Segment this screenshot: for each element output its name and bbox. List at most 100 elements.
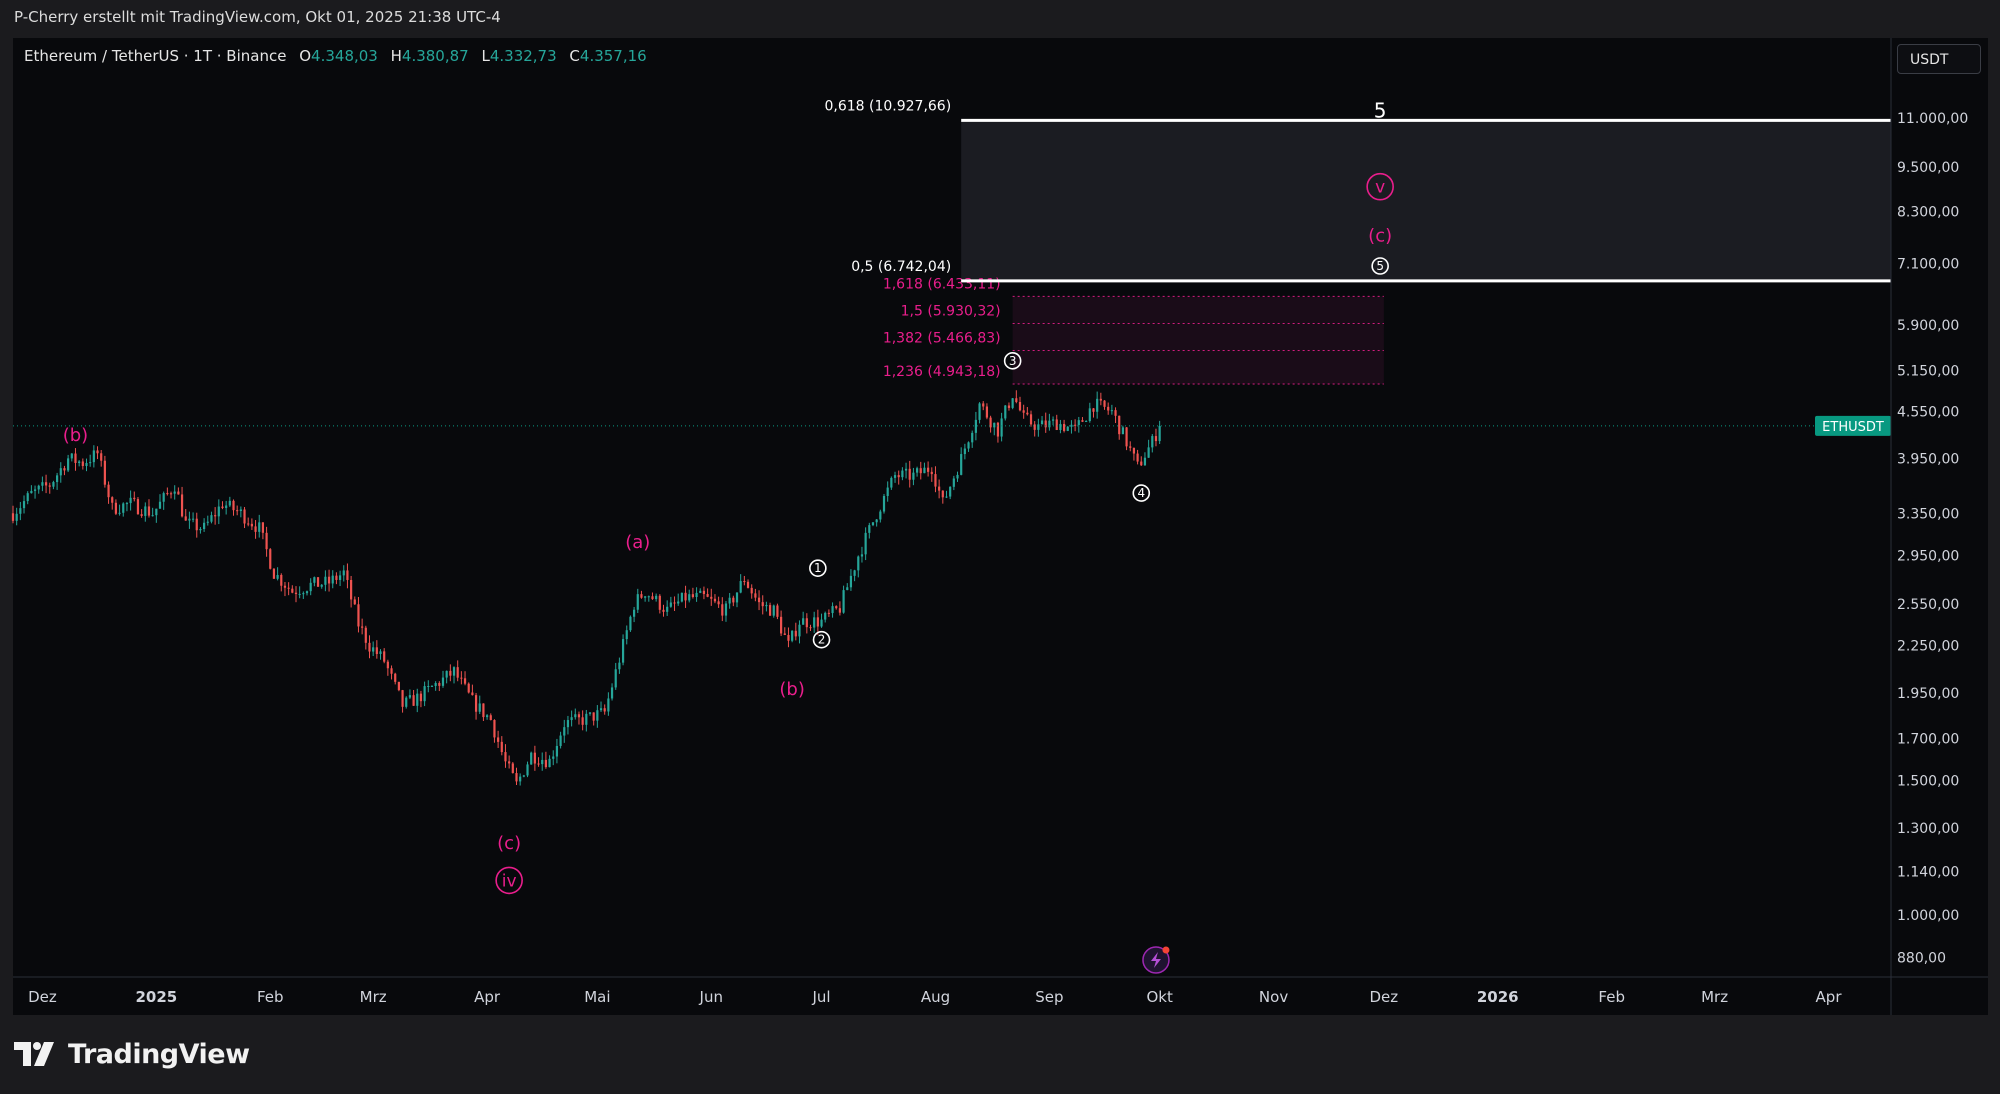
candle-body <box>144 506 147 516</box>
candle-body <box>15 513 18 521</box>
candle-body <box>63 468 66 471</box>
candle-body <box>915 468 919 473</box>
time-tick-label: Mrz <box>360 988 387 1006</box>
candle-body <box>846 587 849 591</box>
candle-body <box>971 432 974 443</box>
candle-body <box>416 693 419 706</box>
candle-body <box>809 627 812 629</box>
candle-body <box>835 606 838 609</box>
target-line-label: 0,618 (10.927,66) <box>824 98 951 114</box>
currency-selector-button[interactable]: USDT <box>1897 44 1981 74</box>
wave-label-circle <box>1003 352 1022 370</box>
price-tick-label: 4.550,00 <box>1897 405 1959 421</box>
time-tick-label: Apr <box>474 988 501 1006</box>
candle-body <box>673 602 676 604</box>
candle-body <box>162 493 165 502</box>
candle-body <box>941 490 944 498</box>
candle-body <box>625 630 628 640</box>
candle-body <box>1118 415 1121 435</box>
candle-body <box>265 532 268 550</box>
candle-body <box>559 735 562 746</box>
candle-body <box>390 668 393 674</box>
candle-body <box>831 606 834 614</box>
candle-body <box>849 575 853 588</box>
price-tick-label: 1.950,00 <box>1897 686 1959 702</box>
candle-body <box>1077 420 1080 426</box>
candle-body <box>460 677 463 679</box>
candle-body <box>474 695 478 712</box>
candle-body <box>721 604 724 616</box>
candle-body <box>232 500 235 511</box>
candle-body <box>791 630 794 641</box>
candle-body <box>136 499 140 515</box>
candle-body <box>125 503 129 505</box>
candle-body <box>574 714 577 718</box>
candle-body <box>632 609 636 617</box>
time-tick-label: Mai <box>584 988 610 1006</box>
candle-body <box>122 503 125 513</box>
candle-body <box>772 605 775 616</box>
candle-body <box>155 508 158 516</box>
candle-body <box>699 590 702 593</box>
candle-body <box>44 482 48 486</box>
candle-body <box>1015 398 1018 402</box>
candle-body <box>368 642 371 652</box>
candle-body <box>901 470 904 478</box>
candle-body <box>820 619 823 627</box>
candle-body <box>824 612 827 620</box>
candle-body <box>838 608 842 613</box>
candle-body <box>111 497 114 503</box>
candle-body <box>497 737 500 742</box>
price-tick-label: 1.300,00 <box>1897 821 1959 837</box>
candle-body <box>449 670 452 676</box>
candle-body <box>283 585 287 588</box>
wave-label: (b) <box>779 679 804 700</box>
time-tick-label: Feb <box>257 988 284 1006</box>
candle-body <box>48 485 51 487</box>
wave-label: (c) <box>497 833 521 854</box>
candle-body <box>1121 427 1124 435</box>
candle-body <box>515 773 518 782</box>
candle-body <box>85 462 88 467</box>
lightning-alert-icon[interactable] <box>1142 946 1170 974</box>
candle-body <box>688 594 691 601</box>
time-axis <box>13 977 1988 1015</box>
logo-text: TradingView <box>68 1038 250 1070</box>
candle-body <box>1000 418 1003 437</box>
candle-body <box>893 475 897 478</box>
price-tick-label: 880,00 <box>1897 951 1946 967</box>
candle-body <box>805 618 808 628</box>
candle-body <box>974 419 977 433</box>
candle-body <box>1051 419 1055 421</box>
candle-body <box>493 720 496 738</box>
price-tick-label: 8.300,00 <box>1897 205 1959 221</box>
candle-body <box>1099 398 1102 401</box>
candle-body <box>1059 423 1062 431</box>
candle-body <box>522 775 525 777</box>
candle-body <box>1048 420 1051 428</box>
candle-body <box>89 462 92 464</box>
candle-body <box>1129 446 1132 448</box>
wave-label-circle <box>1366 172 1394 201</box>
candle-body <box>750 587 753 594</box>
time-tick-label: Apr <box>1816 988 1843 1006</box>
candle-body <box>761 602 764 607</box>
fib-extension-label: 1,236 (4.943,18) <box>883 364 1001 380</box>
candle-body <box>996 422 1000 437</box>
wave-label: (b) <box>63 425 88 446</box>
symbol-title[interactable]: Ethereum / TetherUS · 1T · Binance <box>24 47 287 65</box>
candle-body <box>860 554 864 557</box>
candle-body <box>103 460 106 485</box>
candle-body <box>651 596 654 600</box>
candle-body <box>383 651 386 662</box>
price-tick-label: 2.250,00 <box>1897 639 1959 655</box>
candle-body <box>129 497 132 504</box>
candle-body <box>871 522 875 526</box>
candle-body <box>133 497 136 500</box>
candle-body <box>927 467 930 472</box>
candle-body <box>1088 408 1091 422</box>
candle-body <box>331 575 334 584</box>
price-tick-label: 1.140,00 <box>1897 865 1959 881</box>
candle-body <box>1007 405 1011 408</box>
